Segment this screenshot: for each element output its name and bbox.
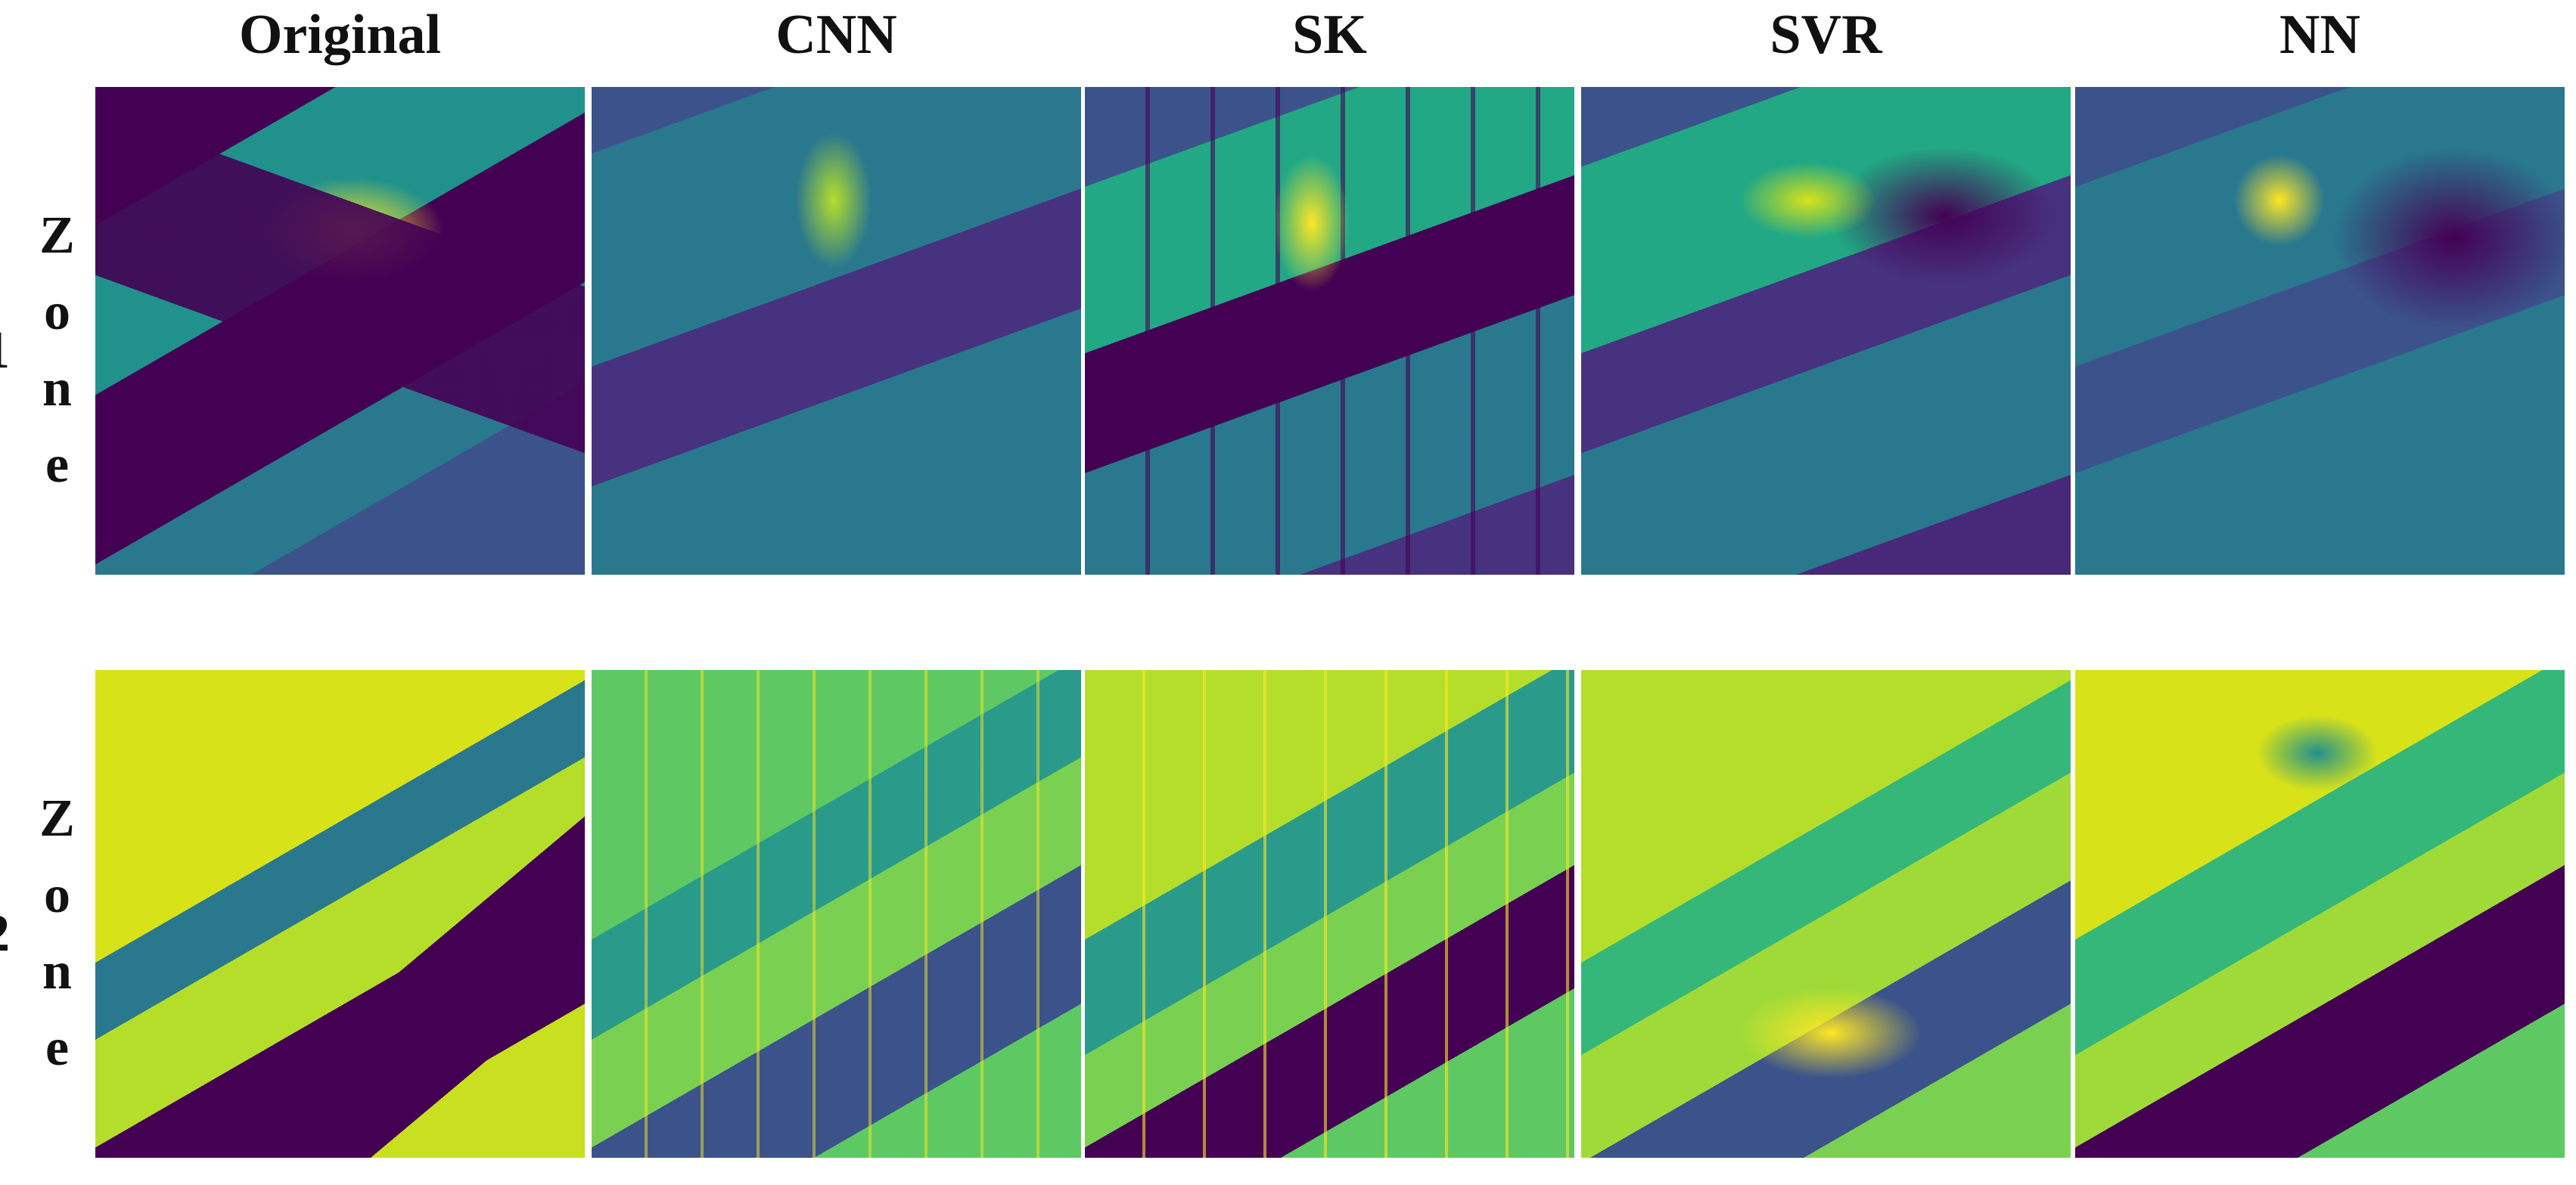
heatmap-image: [2075, 87, 2565, 575]
column-title: SK: [1292, 4, 1367, 66]
row-title: Zone 1: [0, 206, 86, 512]
column-title: NN: [2279, 4, 2360, 66]
column-title: Original: [238, 4, 442, 66]
heatmap-image: [592, 87, 1081, 575]
heatmap-image: [2075, 670, 2565, 1158]
heatmap-image: [1581, 670, 2071, 1158]
heatmap-image: [592, 670, 1081, 1158]
heatmap-image: [1581, 87, 2071, 575]
heatmap-image: [1085, 670, 1574, 1158]
heatmap-image: [95, 87, 585, 575]
heatmap-image: [1085, 87, 1574, 575]
row-title: Zone 2: [0, 789, 86, 1095]
heatmap-image: [95, 670, 585, 1158]
column-title: CNN: [775, 4, 897, 66]
column-title: SVR: [1770, 4, 1882, 66]
